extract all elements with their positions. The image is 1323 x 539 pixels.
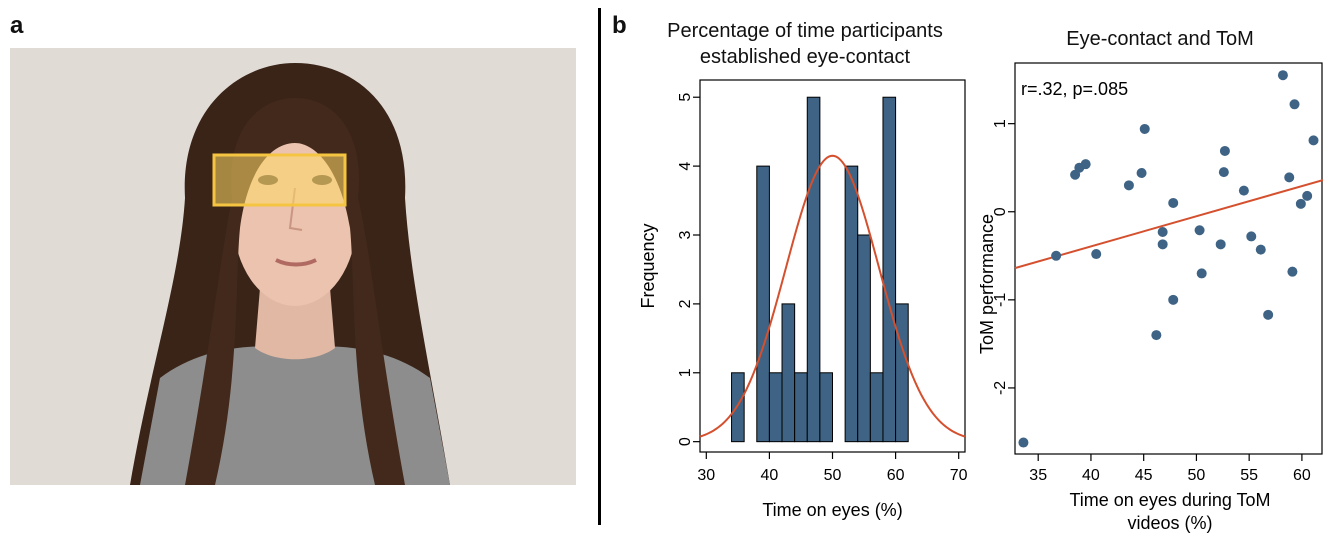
histogram-y-axis-label: Frequency — [638, 223, 658, 308]
scatter-x-axis-label-line1: Time on eyes during ToM — [1069, 490, 1270, 510]
scatter-x-tick-label-50: 50 — [1188, 467, 1206, 484]
scatter-point-19 — [1238, 185, 1249, 196]
histogram-bar-5 — [794, 372, 808, 443]
scatter-plot-frame — [1014, 62, 1323, 455]
scatter-point-1 — [1051, 250, 1062, 261]
histogram-title: Percentage of time participants establis… — [640, 18, 970, 70]
scatter-point-22 — [1263, 309, 1274, 320]
y-tick-label-5: 5 — [677, 93, 694, 102]
panel-label-b: b — [612, 12, 627, 39]
histogram-bar-3 — [768, 372, 783, 443]
scatter-point-5 — [1091, 249, 1102, 260]
y-tick-label-4: 4 — [677, 162, 694, 171]
scatter-point-11 — [1157, 239, 1168, 250]
x-tick-label-30: 30 — [697, 467, 715, 484]
scatter-point-18 — [1219, 145, 1230, 156]
scatter-point-12 — [1168, 197, 1179, 208]
scatter-x-tick-label-55: 55 — [1240, 467, 1258, 484]
scatter-point-29 — [1308, 135, 1319, 146]
scatter-x-tick-label-35: 35 — [1029, 467, 1047, 484]
scatter-point-13 — [1168, 294, 1179, 305]
histogram-bar-0 — [731, 372, 745, 443]
scatter-y-tick-label-1: 1 — [992, 119, 1009, 128]
histogram-bar-10 — [857, 234, 871, 443]
face-photo-icon — [10, 48, 576, 485]
panel-divider — [598, 8, 601, 525]
scatter-point-24 — [1284, 172, 1295, 183]
scatter-point-27 — [1295, 198, 1306, 209]
scatter-point-25 — [1287, 266, 1298, 277]
scatter-point-21 — [1255, 244, 1266, 255]
scatter-point-17 — [1218, 167, 1229, 178]
scatter-point-28 — [1302, 190, 1313, 201]
x-tick-label-50: 50 — [824, 467, 842, 484]
scatter-point-14 — [1194, 225, 1205, 236]
histogram-bar-7 — [819, 372, 833, 443]
scatter-x-tick-label-45: 45 — [1135, 467, 1153, 484]
scatter-point-8 — [1139, 123, 1150, 134]
scatter-x-tick-label-60: 60 — [1293, 467, 1311, 484]
x-tick-label-60: 60 — [887, 467, 905, 484]
scatter-point-6 — [1123, 180, 1134, 191]
scatter-x-axis-label-line2: videos (%) — [1127, 513, 1212, 533]
scatter-x-tick-label-40: 40 — [1082, 467, 1100, 484]
eye-region-highlight — [212, 153, 347, 207]
scatter-point-4 — [1080, 159, 1091, 170]
x-tick-label-70: 70 — [950, 467, 968, 484]
scatter-title: Eye-contact and ToM — [1066, 28, 1254, 50]
histogram-bar-12 — [882, 96, 897, 443]
scatter-point-20 — [1246, 231, 1257, 242]
y-tick-label-0: 0 — [677, 437, 694, 446]
scatter-point-0 — [1018, 437, 1029, 448]
y-tick-label-3: 3 — [677, 230, 694, 239]
histogram-bar-9 — [844, 165, 859, 443]
histogram-chart: 30 40 50 60 70 0 1 2 3 4 5 Time on eyes (%) Frequenc… — [638, 79, 968, 520]
histogram-title-line1: Percentage of time participants — [667, 20, 943, 42]
x-tick-label-40: 40 — [761, 467, 779, 484]
y-tick-label-1: 1 — [677, 368, 694, 377]
scatter-point-7 — [1136, 167, 1147, 178]
histogram-normal-curve — [699, 154, 966, 438]
scatter-point-10 — [1157, 227, 1168, 238]
scatter-point-23 — [1277, 70, 1288, 81]
panel-label-a: a — [10, 12, 24, 39]
scatter-y-axis-label: ToM performance — [980, 214, 997, 354]
scatter-point-15 — [1196, 268, 1207, 279]
scatter-point-16 — [1215, 239, 1226, 250]
histogram-bar-11 — [869, 372, 884, 443]
scatter-point-9 — [1151, 330, 1162, 341]
histogram-bar-13 — [895, 303, 909, 443]
histogram-bar-4 — [781, 303, 796, 443]
scatter-y-tick-label-0: 0 — [992, 207, 1009, 216]
y-tick-label-2: 2 — [677, 299, 694, 308]
scatter-y-tick-label--1: -1 — [992, 293, 1009, 307]
scatter-annotation: r=.32, p=.085 — [1021, 79, 1128, 99]
scatter-fit-line — [1014, 179, 1323, 270]
scatter-chart: r=.32, p=.085 35 40 45 50 55 60 -2 -1 0 1 Time on e… — [980, 62, 1323, 533]
histogram-x-axis-label: Time on eyes (%) — [762, 500, 902, 520]
histogram-title-line2: established eye-contact — [699, 46, 911, 68]
histogram-bar-6 — [806, 96, 821, 443]
scatter-y-tick-label--2: -2 — [992, 381, 1009, 395]
histogram-bar-2 — [756, 165, 770, 443]
scatter-point-26 — [1289, 99, 1300, 110]
